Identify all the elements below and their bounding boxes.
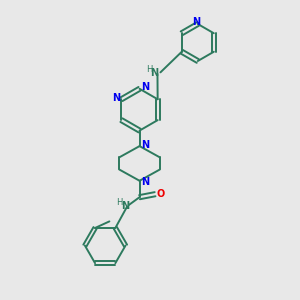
Text: N: N bbox=[142, 177, 150, 187]
Text: N: N bbox=[121, 201, 129, 211]
Text: N: N bbox=[192, 17, 200, 27]
Text: O: O bbox=[157, 189, 165, 199]
Text: N: N bbox=[142, 140, 150, 150]
Text: N: N bbox=[150, 68, 158, 78]
Text: H: H bbox=[116, 198, 123, 207]
Text: N: N bbox=[112, 93, 120, 103]
Text: H: H bbox=[146, 65, 152, 74]
Text: N: N bbox=[141, 82, 149, 92]
